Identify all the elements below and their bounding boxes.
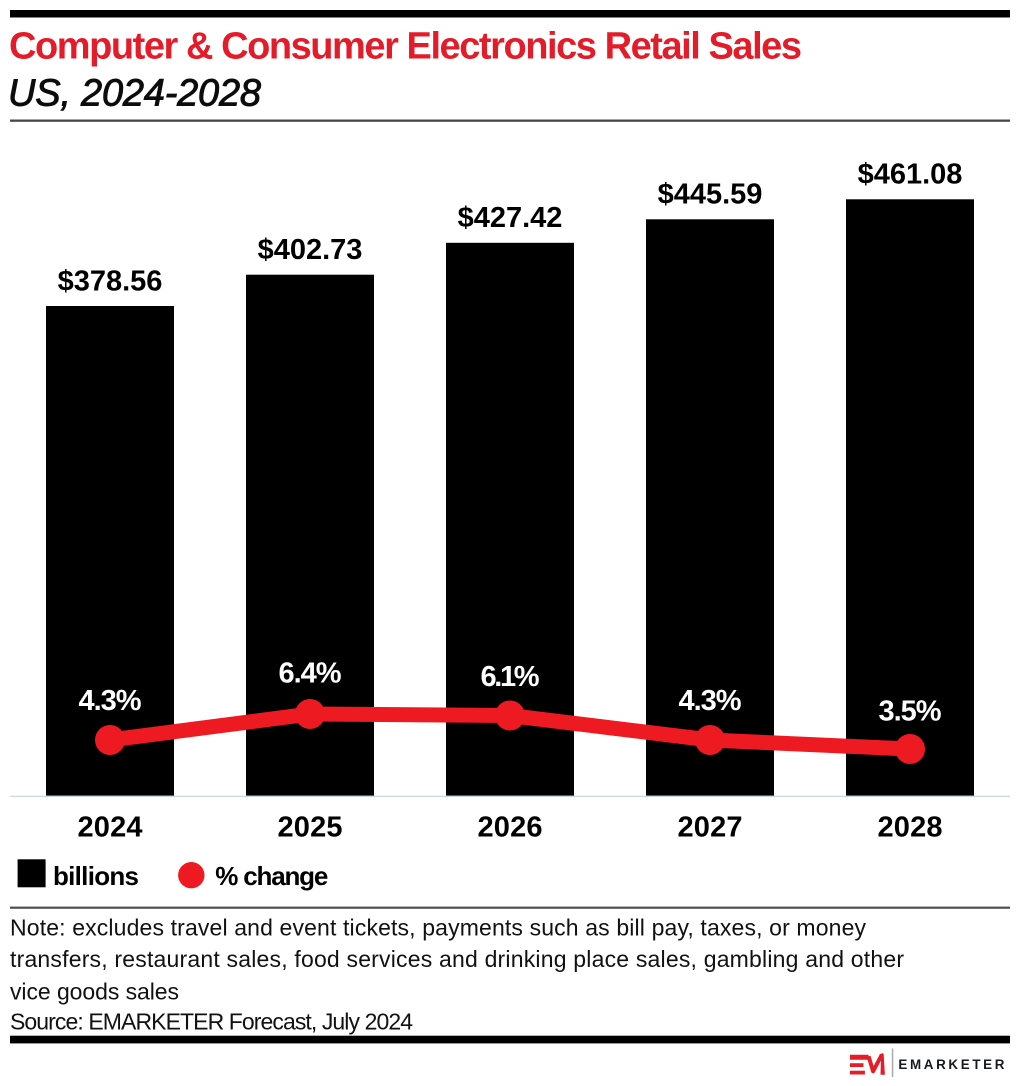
svg-text:4.3%: 4.3% [679,685,742,717]
svg-text:2024: 2024 [78,812,143,844]
svg-text:2027: 2027 [678,812,743,844]
svg-text:6.1%: 6.1% [481,661,540,693]
svg-text:$461.08: $461.08 [858,159,963,191]
svg-text:Note: excludes travel and even: Note: excludes travel and event tickets,… [10,915,867,941]
svg-text:4.3%: 4.3% [79,685,142,717]
svg-text:$378.56: $378.56 [58,265,163,297]
svg-text:vice goods sales: vice goods sales [10,978,179,1004]
svg-text:3.5%: 3.5% [879,696,942,728]
svg-text:2025: 2025 [278,812,343,844]
svg-text:billions: billions [53,861,139,891]
svg-text:Computer & Consumer Electronic: Computer & Consumer Electronics Retail S… [9,26,802,68]
svg-text:$427.42: $427.42 [458,202,563,234]
svg-text:Source: EMARKETER Forecast, Ju: Source: EMARKETER Forecast, July 2024 [10,1008,413,1034]
svg-text:2028: 2028 [878,812,943,844]
svg-text:$445.59: $445.59 [658,179,763,211]
svg-text:US, 2024-2028: US, 2024-2028 [8,73,261,115]
svg-text:$402.73: $402.73 [258,234,363,266]
svg-text:transfers, restaurant sales, f: transfers, restaurant sales, food servic… [10,946,904,972]
svg-text:6.4%: 6.4% [279,658,342,690]
svg-text:EMARKETER: EMARKETER [898,1057,1004,1072]
svg-text:2026: 2026 [478,812,543,844]
svg-text:% change: % change [215,861,328,891]
